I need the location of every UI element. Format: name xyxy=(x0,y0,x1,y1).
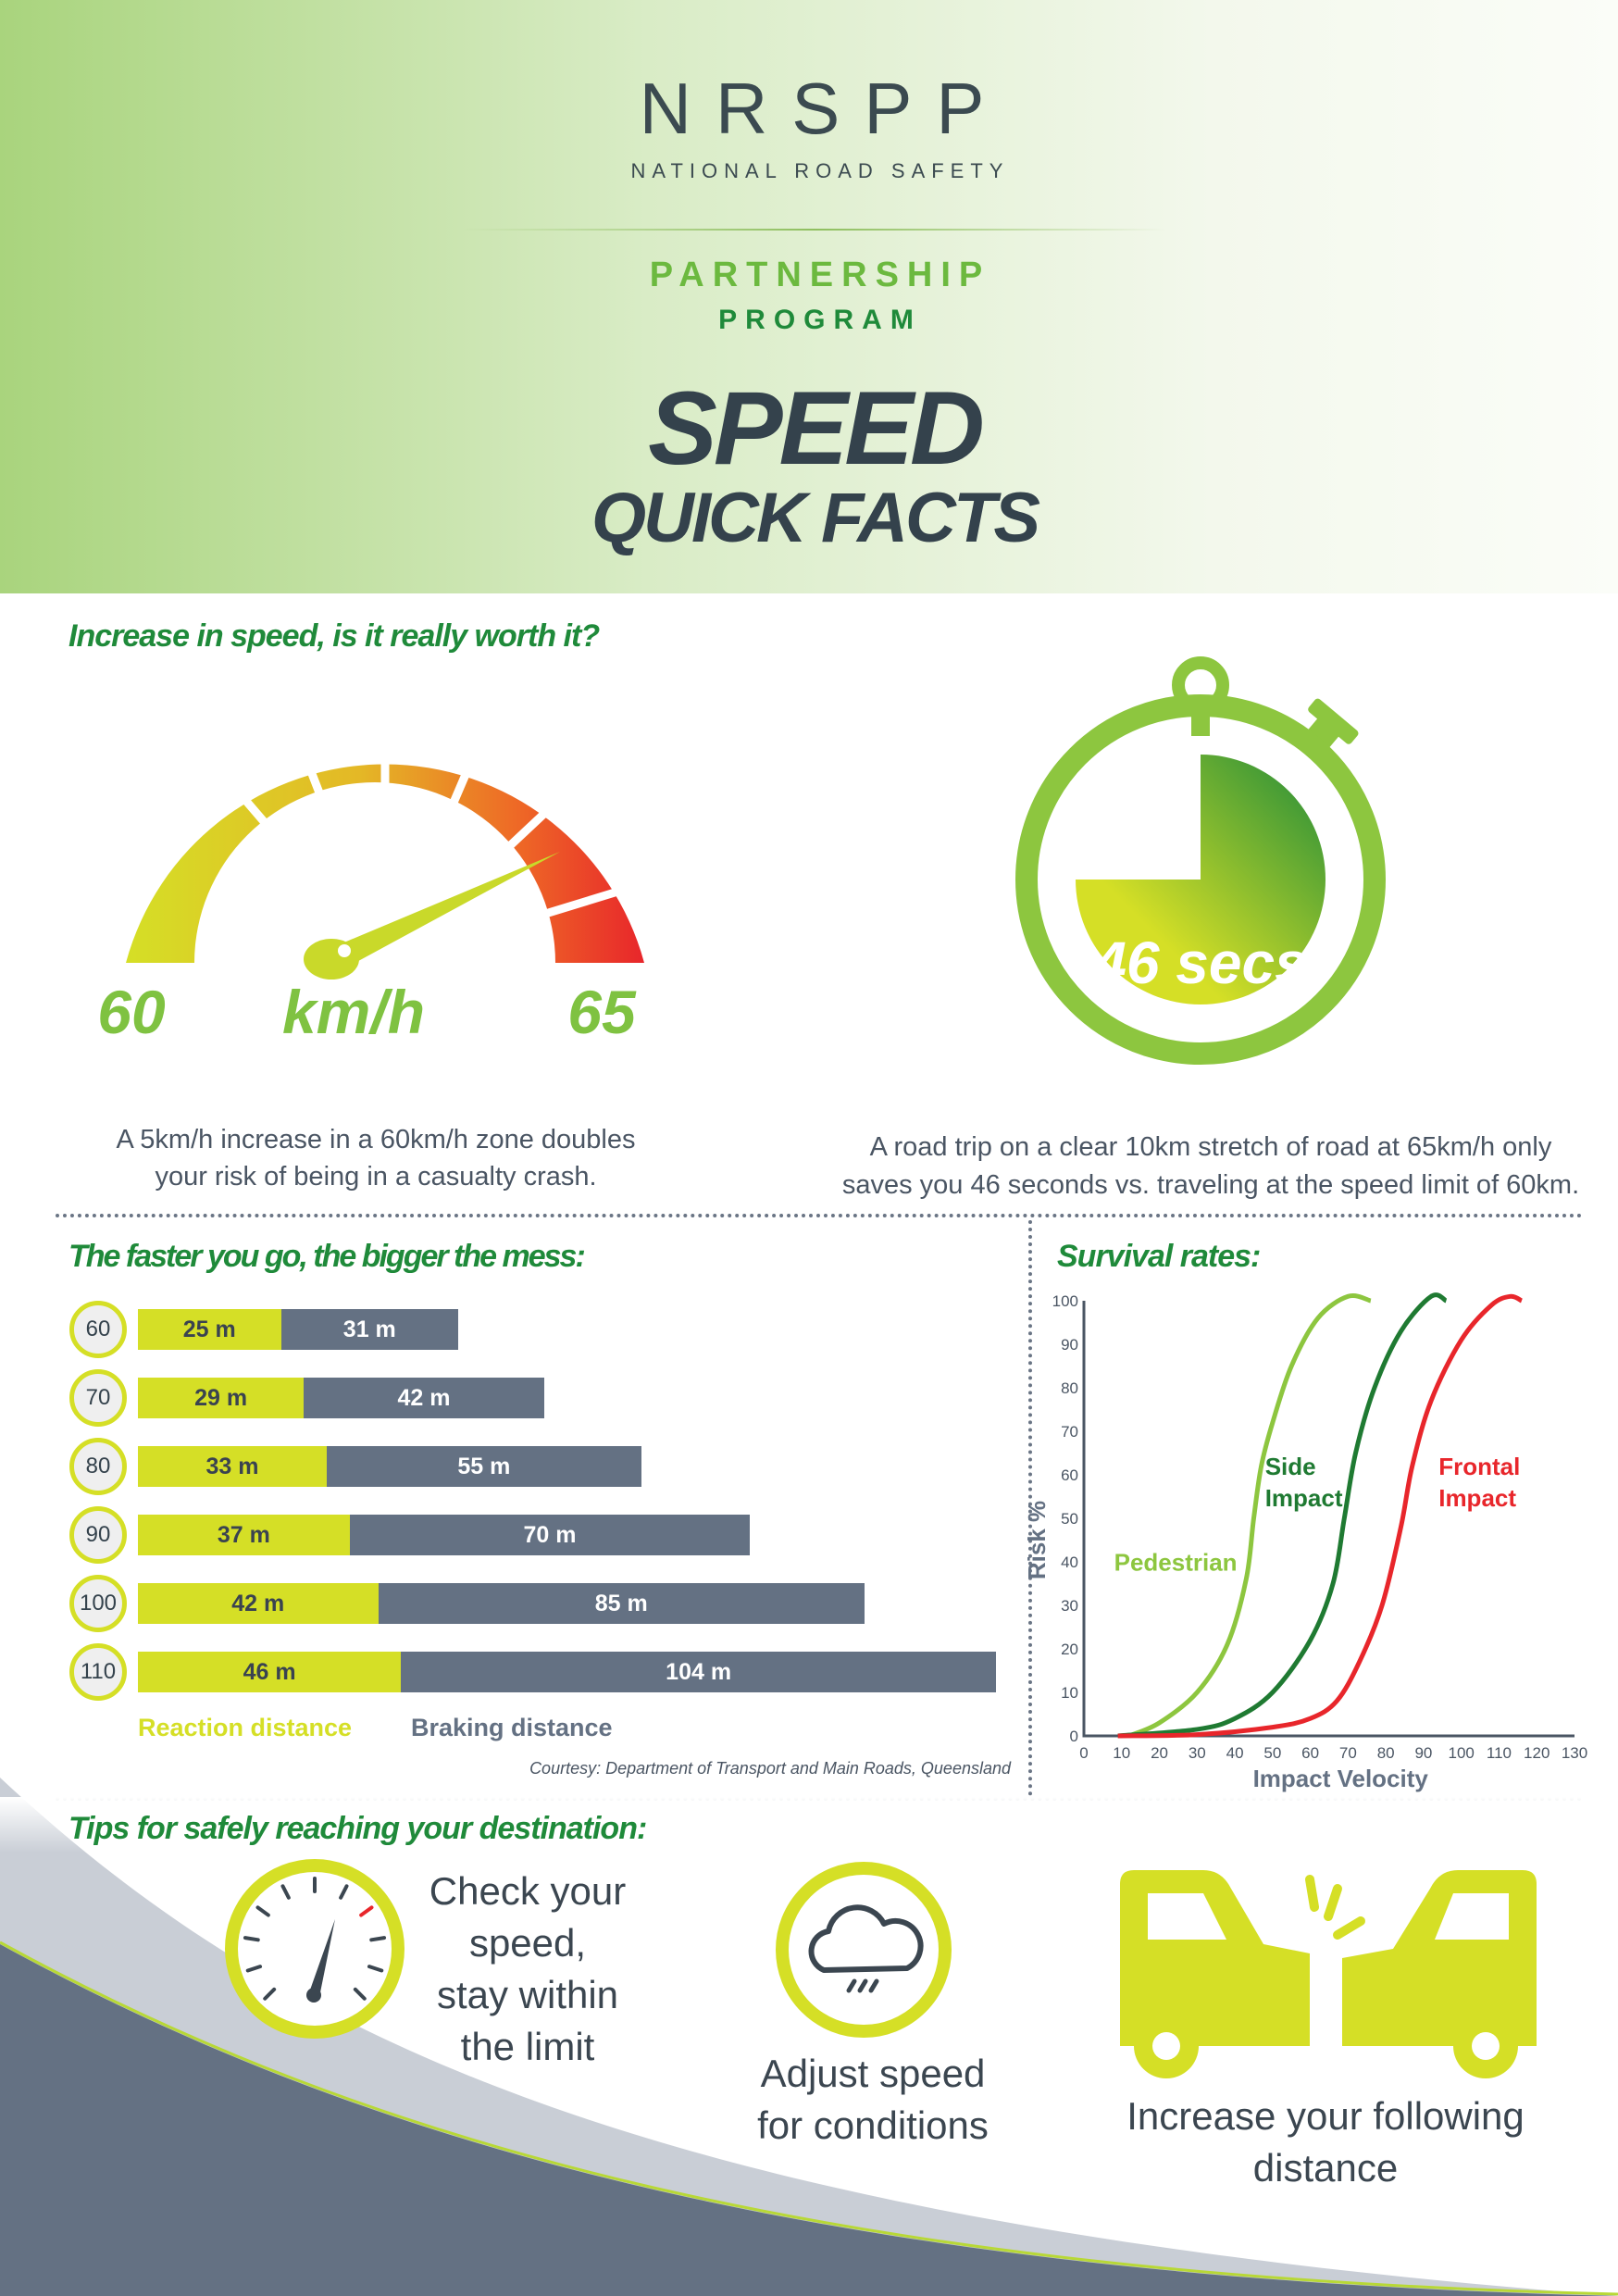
reaction-bar: 33 m xyxy=(138,1446,327,1487)
x-tick-label: 110 xyxy=(1487,1744,1512,1762)
tip-line: speed, xyxy=(468,1921,587,1965)
header-banner xyxy=(0,0,1618,593)
y-tick-label: 30 xyxy=(1061,1597,1078,1615)
tips-heading: Tips for safely reaching your destinatio… xyxy=(68,1811,647,1846)
x-tick-label: 120 xyxy=(1524,1744,1550,1762)
braking-bar: 42 m xyxy=(304,1378,544,1418)
divider xyxy=(56,1214,1583,1217)
y-tick-label: 50 xyxy=(1061,1510,1078,1528)
series-label: Pedestrian xyxy=(1114,1548,1238,1576)
x-tick-label: 30 xyxy=(1189,1744,1206,1762)
y-tick-label: 20 xyxy=(1061,1641,1078,1658)
speed-badge: 100 xyxy=(69,1575,127,1632)
braking-bar: 70 m xyxy=(349,1515,751,1555)
x-tick-label: 10 xyxy=(1113,1744,1130,1762)
x-tick-label: 70 xyxy=(1339,1744,1357,1762)
y-tick-label: 0 xyxy=(1070,1728,1078,1745)
series-label: Frontal Impact xyxy=(1438,1453,1520,1512)
reaction-bar: 29 m xyxy=(138,1378,305,1418)
x-axis-label: Impact Velocity xyxy=(1253,1765,1429,1792)
tip-line: stay within xyxy=(436,1973,619,2016)
braking-bar: 85 m xyxy=(378,1583,865,1624)
reaction-bar: 46 m xyxy=(138,1652,402,1692)
logo-program: PROGRAM xyxy=(718,305,922,335)
speedometer-icon xyxy=(225,1859,404,2039)
speed-from: 60 xyxy=(97,978,166,1046)
reaction-bar: 42 m xyxy=(138,1583,379,1624)
tip-check-speed: Check your speed, stay within the limit xyxy=(429,1866,626,2073)
y-tick-label: 80 xyxy=(1061,1379,1078,1397)
speed-unit: km/h xyxy=(281,978,426,1046)
series-line-side-impact xyxy=(1117,1292,1448,1739)
y-tick-label: 90 xyxy=(1061,1336,1078,1354)
tip-adjust-speed: Adjust speed for conditions xyxy=(757,2048,989,2152)
speed-badge: 110 xyxy=(69,1643,127,1701)
speed-to: 65 xyxy=(567,978,636,1046)
tip-line: Check your xyxy=(429,1869,627,1913)
survival-chart-title: Survival rates: xyxy=(1057,1239,1261,1274)
x-tick-label: 0 xyxy=(1079,1744,1088,1762)
y-tick-label: 60 xyxy=(1061,1466,1078,1484)
tip-line: distance xyxy=(1252,2146,1399,2190)
car-collision-icon xyxy=(1120,1870,1537,2078)
y-tick-label: 70 xyxy=(1061,1423,1078,1441)
logo-partnership: PARTNERSHIP xyxy=(649,256,991,294)
y-tick-label: 100 xyxy=(1052,1292,1078,1310)
x-tick-label: 90 xyxy=(1414,1744,1432,1762)
stopwatch-fill xyxy=(1076,755,1326,1004)
speed-badge: 90 xyxy=(69,1506,127,1564)
timer-caption-1: A road trip on a clear 10km stretch of r… xyxy=(869,1132,1552,1162)
series-line-pedestrian xyxy=(1127,1293,1372,1739)
speed-heading: Increase in speed, is it really worth it… xyxy=(68,618,600,654)
speed-badge: 80 xyxy=(69,1438,127,1495)
series-line-frontal-impact xyxy=(1117,1293,1524,1739)
tip-line: Adjust speed xyxy=(760,2052,986,2095)
axes xyxy=(1082,1301,1574,1738)
legend-braking: Braking distance xyxy=(411,1714,613,1741)
x-tick-label: 130 xyxy=(1562,1744,1587,1762)
timer-caption-2: saves you 46 seconds vs. traveling at th… xyxy=(841,1170,1580,1200)
logo-wordmark: NRSPP xyxy=(639,68,1009,149)
page-subtitle: QUICK FACTS xyxy=(591,479,1040,557)
braking-bar: 31 m xyxy=(280,1309,459,1350)
speed-caption-1: A 5km/h increase in a 60km/h zone double… xyxy=(116,1125,636,1154)
tip-line: for conditions xyxy=(757,2103,989,2147)
page-title: SPEED xyxy=(648,370,985,486)
y-tick-label: 40 xyxy=(1061,1554,1078,1571)
reaction-bar: 25 m xyxy=(138,1309,281,1350)
series-label: Side Impact xyxy=(1265,1453,1343,1512)
logo-divider xyxy=(463,229,1166,231)
tip-following-distance: Increase your following distance xyxy=(1126,2090,1525,2194)
x-tick-label: 60 xyxy=(1301,1744,1319,1762)
x-tick-label: 100 xyxy=(1449,1744,1475,1762)
stopwatch-value: 46 secs xyxy=(1093,930,1308,996)
speed-badge: 60 xyxy=(69,1301,127,1358)
braking-bar: 104 m xyxy=(401,1652,996,1692)
legend-reaction: Reaction distance xyxy=(138,1714,353,1741)
survival-chart: 0 10 20 30 40 50 60 70 80 90 100 110 120 130 0 10 20 30 40… xyxy=(1023,1292,1587,1792)
bar-chart-title: The faster you go, the bigger the mess: xyxy=(68,1239,586,1274)
tip-line: the limit xyxy=(460,2025,595,2068)
reaction-bar: 37 m xyxy=(138,1515,350,1555)
speed-caption-2: your risk of being in a casualty crash. xyxy=(155,1162,597,1192)
cloud-rain-icon xyxy=(776,1862,952,2038)
speedometer-graphic xyxy=(116,685,659,980)
braking-bar: 55 m xyxy=(326,1446,641,1487)
x-tick-label: 20 xyxy=(1151,1744,1168,1762)
divider xyxy=(1028,1220,1032,1796)
x-tick-label: 40 xyxy=(1226,1744,1244,1762)
x-tick-label: 80 xyxy=(1377,1744,1395,1762)
y-axis-label: Risk % xyxy=(1023,1501,1051,1579)
y-tick-label: 10 xyxy=(1061,1684,1078,1702)
x-tick-label: 50 xyxy=(1263,1744,1281,1762)
logo-subtitle: NATIONAL ROAD SAFETY xyxy=(630,159,1010,182)
bottom-wave xyxy=(0,1778,1618,2296)
stopwatch-graphic xyxy=(1015,656,1386,1065)
source-credit: Courtesy: Department of Transport and Ma… xyxy=(529,1759,1011,1778)
tip-line: Increase your following xyxy=(1126,2094,1525,2138)
speed-badge: 70 xyxy=(69,1369,127,1427)
speedometer-needle xyxy=(329,852,560,972)
